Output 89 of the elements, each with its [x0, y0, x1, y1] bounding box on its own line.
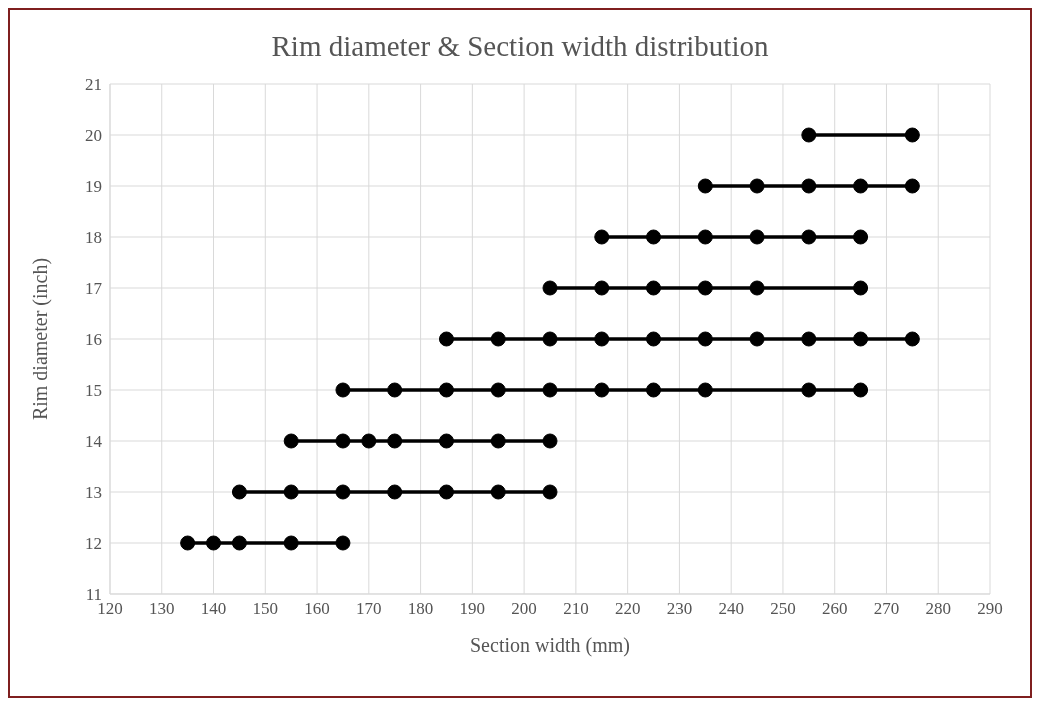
x-tick-label: 190: [459, 599, 486, 619]
point: [438, 382, 454, 398]
point: [283, 484, 299, 500]
point: [231, 484, 247, 500]
y-tick-label: 12: [85, 534, 102, 554]
point: [697, 382, 713, 398]
point: [542, 280, 558, 296]
point: [594, 382, 610, 398]
point: [438, 331, 454, 347]
x-tick-label: 200: [511, 599, 537, 619]
point: [801, 229, 817, 245]
x-tick-label: 160: [304, 599, 330, 619]
point: [749, 331, 765, 347]
point: [361, 433, 377, 449]
point: [749, 280, 765, 296]
point: [853, 229, 869, 245]
y-tick-label: 18: [85, 228, 102, 248]
point: [335, 484, 351, 500]
point: [697, 280, 713, 296]
point: [853, 178, 869, 194]
point: [542, 484, 558, 500]
x-tick-label: 140: [200, 599, 227, 619]
point: [749, 178, 765, 194]
x-tick-label: 280: [925, 599, 951, 619]
point: [697, 331, 713, 347]
point: [594, 331, 610, 347]
point: [387, 433, 403, 449]
x-tick-label: 220: [614, 599, 641, 619]
x-tick-label: 130: [149, 599, 175, 619]
y-tick-label: 19: [85, 177, 102, 197]
x-tick-label: 180: [407, 599, 434, 619]
point: [646, 331, 662, 347]
y-tick-label: 16: [85, 330, 102, 350]
point: [594, 280, 610, 296]
point: [904, 127, 920, 143]
point: [801, 178, 817, 194]
point: [490, 484, 506, 500]
point: [801, 331, 817, 347]
point: [387, 484, 403, 500]
x-tick-label: 290: [977, 599, 1003, 619]
point: [335, 433, 351, 449]
x-tick-label: 240: [718, 599, 744, 619]
x-tick-label: 270: [873, 599, 900, 619]
point: [387, 382, 403, 398]
point: [180, 535, 196, 551]
point: [853, 382, 869, 398]
x-axis-title: Section width (mm): [470, 634, 630, 657]
y-tick-label: 20: [85, 126, 102, 146]
point: [542, 331, 558, 347]
x-tick-label: 210: [563, 599, 589, 619]
point: [646, 280, 662, 296]
point: [283, 535, 299, 551]
point: [542, 382, 558, 398]
x-tick-label: 250: [770, 599, 796, 619]
point: [594, 229, 610, 245]
y-tick-label: 21: [85, 75, 102, 95]
point: [490, 382, 506, 398]
chart-title: Rim diameter & Section width distribution: [270, 30, 770, 64]
point: [231, 535, 247, 551]
point: [283, 433, 299, 449]
point: [490, 433, 506, 449]
point: [490, 331, 506, 347]
point: [206, 535, 222, 551]
x-tick-label: 120: [97, 599, 123, 619]
point: [335, 382, 351, 398]
point: [542, 433, 558, 449]
y-tick-label: 15: [85, 381, 102, 401]
point: [646, 229, 662, 245]
point: [335, 535, 351, 551]
point: [697, 178, 713, 194]
point: [904, 178, 920, 194]
y-tick-label: 14: [85, 432, 103, 452]
point: [801, 127, 817, 143]
x-tick-label: 260: [821, 599, 848, 619]
point: [904, 331, 920, 347]
point: [801, 382, 817, 398]
y-axis-title: Rim diameter (inch): [29, 257, 53, 421]
point: [697, 229, 713, 245]
point: [646, 382, 662, 398]
y-tick-label: 17: [85, 279, 103, 299]
point: [853, 280, 869, 296]
point: [438, 433, 454, 449]
point: [438, 484, 454, 500]
point: [749, 229, 765, 245]
y-tick-label: 13: [85, 483, 102, 503]
point: [853, 331, 869, 347]
x-tick-label: 170: [356, 599, 382, 619]
x-tick-label: 230: [666, 599, 693, 619]
x-tick-label: 150: [252, 599, 279, 619]
